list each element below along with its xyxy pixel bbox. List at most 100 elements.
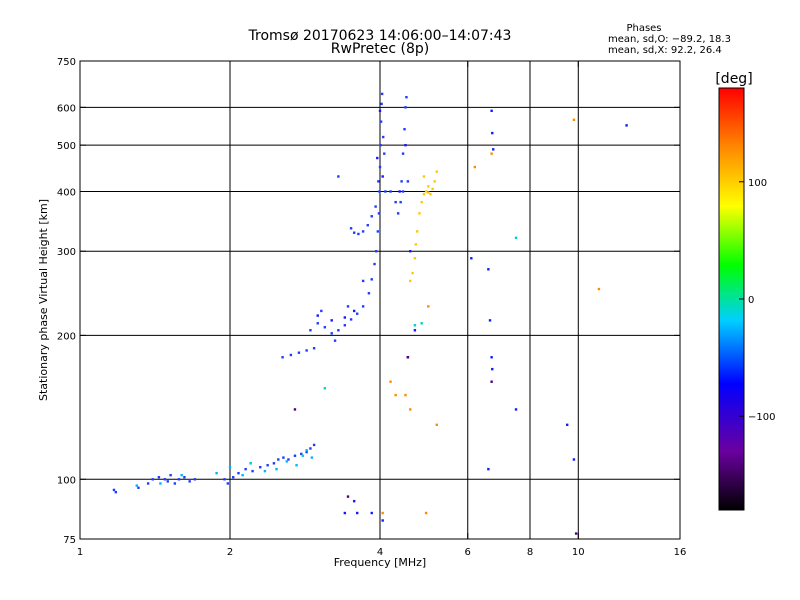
data-point [370,215,373,218]
data-point [305,449,308,452]
data-point [361,305,365,308]
data-point [355,511,359,515]
phases-title: Phases [626,23,661,34]
data-point [159,482,162,485]
grid-lines [80,61,680,539]
data-point [400,180,403,183]
data-point [429,192,432,196]
data-point [349,318,353,321]
chart-title: Tromsø 20170623 14:06:00–14:07:43 [248,28,512,44]
data-point [389,190,392,193]
data-point [409,408,412,411]
data-point [266,464,269,467]
data-point [370,511,373,515]
data-point [381,175,384,178]
data-point [244,467,247,471]
data-point [346,305,350,308]
x-axis-label: Frequency [MHz] [334,556,426,569]
data-point [316,322,319,325]
data-point [157,476,161,479]
data-point [289,353,293,357]
data-point [435,170,438,173]
data-point [396,212,400,215]
data-point [188,480,191,483]
colorbar-ticks: 100 0 −100 [739,178,775,423]
data-point [180,473,183,477]
data-point [343,316,347,319]
data-point [112,488,116,492]
data-point [378,109,382,113]
data-point [381,519,384,522]
y-tick-label: 500 [57,141,76,152]
data-point [389,380,392,383]
data-point [370,278,373,281]
data-point [420,200,423,204]
data-point [380,92,384,96]
data-point [241,473,244,477]
data-point [379,143,382,147]
data-point [312,347,316,350]
phases-mean-x: mean, sd,X: 92.2, 26.4 [608,45,722,56]
data-point [137,486,140,489]
data-point [352,499,356,503]
data-point [401,152,405,155]
data-point [263,469,267,473]
y-tick-label: 750 [57,57,76,68]
chart-subtitle: RwPretec (8p) [331,41,429,57]
data-point [409,279,412,283]
data-point [251,469,254,473]
data-point [394,393,397,397]
data-point [312,443,316,447]
x-tick-label: 4 [377,547,383,558]
data-point [346,495,350,498]
data-point [352,231,356,234]
data-point [309,329,312,332]
data-point [366,224,369,227]
x-tick-label: 10 [572,547,585,558]
data-point [151,478,155,481]
data-point [374,205,377,208]
data-point [404,106,407,109]
data-point [316,314,319,317]
data-point [114,490,118,494]
data-point [424,511,428,515]
data-point [411,271,414,275]
data-point [378,190,381,193]
data-point [135,484,138,487]
data-point [404,143,407,147]
y-tick-label: 600 [57,103,76,114]
data-point [377,212,381,215]
data-point [487,268,490,271]
data-point [297,351,301,354]
data-point [487,467,490,471]
data-point [470,257,473,260]
data-point [383,152,386,155]
data-point [343,324,347,327]
data-point [163,478,167,481]
data-point [625,124,628,127]
data-point [473,165,477,169]
data-point [293,454,297,457]
data-point [177,478,181,481]
data-point [349,227,353,230]
data-point [183,476,186,479]
data-point [427,191,430,194]
data-point [381,511,384,515]
data-point [305,450,308,454]
data-point [169,473,172,477]
data-point [574,532,578,535]
data-point [384,190,387,193]
data-point [343,511,347,515]
data-point [376,156,379,160]
data-point [352,309,356,313]
data-point [173,482,177,485]
data-point [394,200,397,204]
data-point [490,152,493,155]
y-tick-label: 100 [57,475,76,486]
data-point [330,319,333,322]
data-point [399,200,402,204]
data-point [406,180,410,183]
colorbar-tick-label: −100 [748,412,775,423]
data-point [572,458,576,461]
